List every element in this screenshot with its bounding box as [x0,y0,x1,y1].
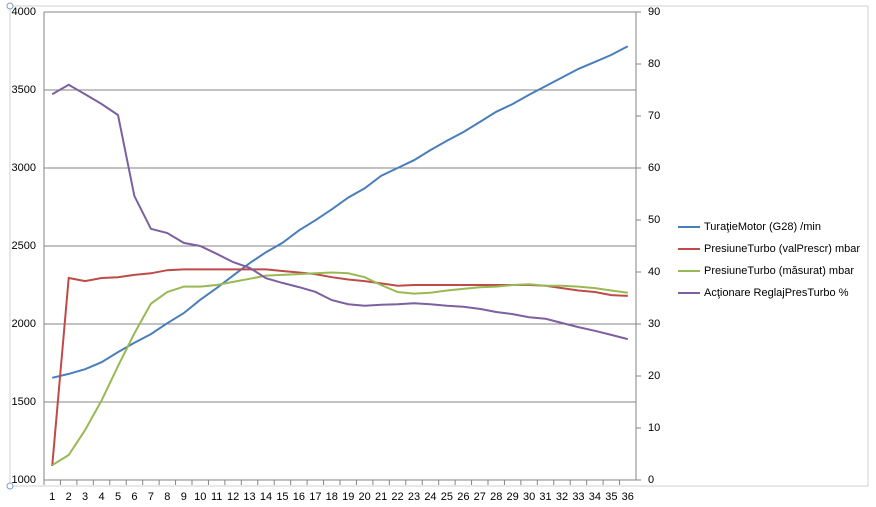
x-tick-label: 26 [457,491,469,503]
x-tick-label: 7 [148,491,154,503]
x-tick-label: 5 [115,491,121,503]
x-tick-label: 20 [359,491,371,503]
y-tick-label: 1000 [12,474,36,486]
series-line [51,271,628,467]
x-tick-label: 36 [622,491,634,503]
x-tick-label: 25 [441,491,453,503]
y2-tick-label: 10 [648,422,660,434]
x-tick-label: 1 [49,491,55,503]
x-tick-label: 8 [164,491,170,503]
series-line [51,268,628,467]
x-tick-label: 16 [293,491,305,503]
x-tick-label: 12 [227,491,239,503]
y-tick-label: 3500 [12,84,36,96]
x-tick-label: 29 [507,491,519,503]
x-tick-label: 33 [572,491,584,503]
x-tick-label: 28 [490,491,502,503]
x-tick-label: 34 [589,491,601,503]
series-line [51,83,629,341]
x-tick-label: 19 [342,491,354,503]
y2-tick-label: 60 [648,162,660,174]
x-tick-label: 9 [181,491,187,503]
y2-tick-label: 0 [648,474,654,486]
x-tick-label: 13 [243,491,255,503]
y2-tick-label: 30 [648,318,660,330]
x-tick-label: 18 [326,491,338,503]
x-tick-label: 3 [82,491,88,503]
y2-tick-label: 40 [648,266,660,278]
x-tick-label: 31 [539,491,551,503]
chart-frame [9,5,869,487]
y-tick-label: 1500 [12,396,36,408]
x-tick-label: 11 [211,491,222,503]
y-tick-label: 2500 [12,240,36,252]
x-tick-label: 14 [260,491,272,503]
y-tick-label: 4000 [12,6,36,18]
x-tick-label: 10 [194,491,206,503]
series-line [51,45,629,379]
legend-label: TuraţieMotor (G28) /min [704,221,821,233]
x-tick-label: 30 [523,491,535,503]
x-tick-label: 23 [408,491,420,503]
x-tick-label: 24 [424,491,436,503]
x-tick-label: 22 [391,491,403,503]
y2-tick-label: 20 [648,370,660,382]
y2-tick-label: 80 [648,58,660,70]
x-tick-label: 4 [98,491,104,503]
y-tick-label: 3000 [12,162,36,174]
selection-handle [6,2,14,10]
x-tick-label: 32 [556,491,568,503]
x-tick-label: 6 [131,491,137,503]
legend-label: Acţionare ReglajPresTurbo % [704,287,849,299]
y2-tick-label: 90 [648,6,660,18]
x-tick-label: 21 [375,491,387,503]
x-tick-label: 35 [605,491,617,503]
y-tick-label: 2000 [12,318,36,330]
y2-tick-label: 70 [648,110,660,122]
y2-tick-label: 50 [648,214,660,226]
selection-handle [6,482,14,490]
x-tick-label: 2 [66,491,72,503]
legend-label: PresiuneTurbo (valPrescr) mbar [704,243,860,255]
x-tick-label: 27 [474,491,486,503]
x-tick-label: 15 [276,491,288,503]
legend-label: PresiuneTurbo (măsurat) mbar [704,265,854,277]
x-tick-label: 17 [309,491,321,503]
